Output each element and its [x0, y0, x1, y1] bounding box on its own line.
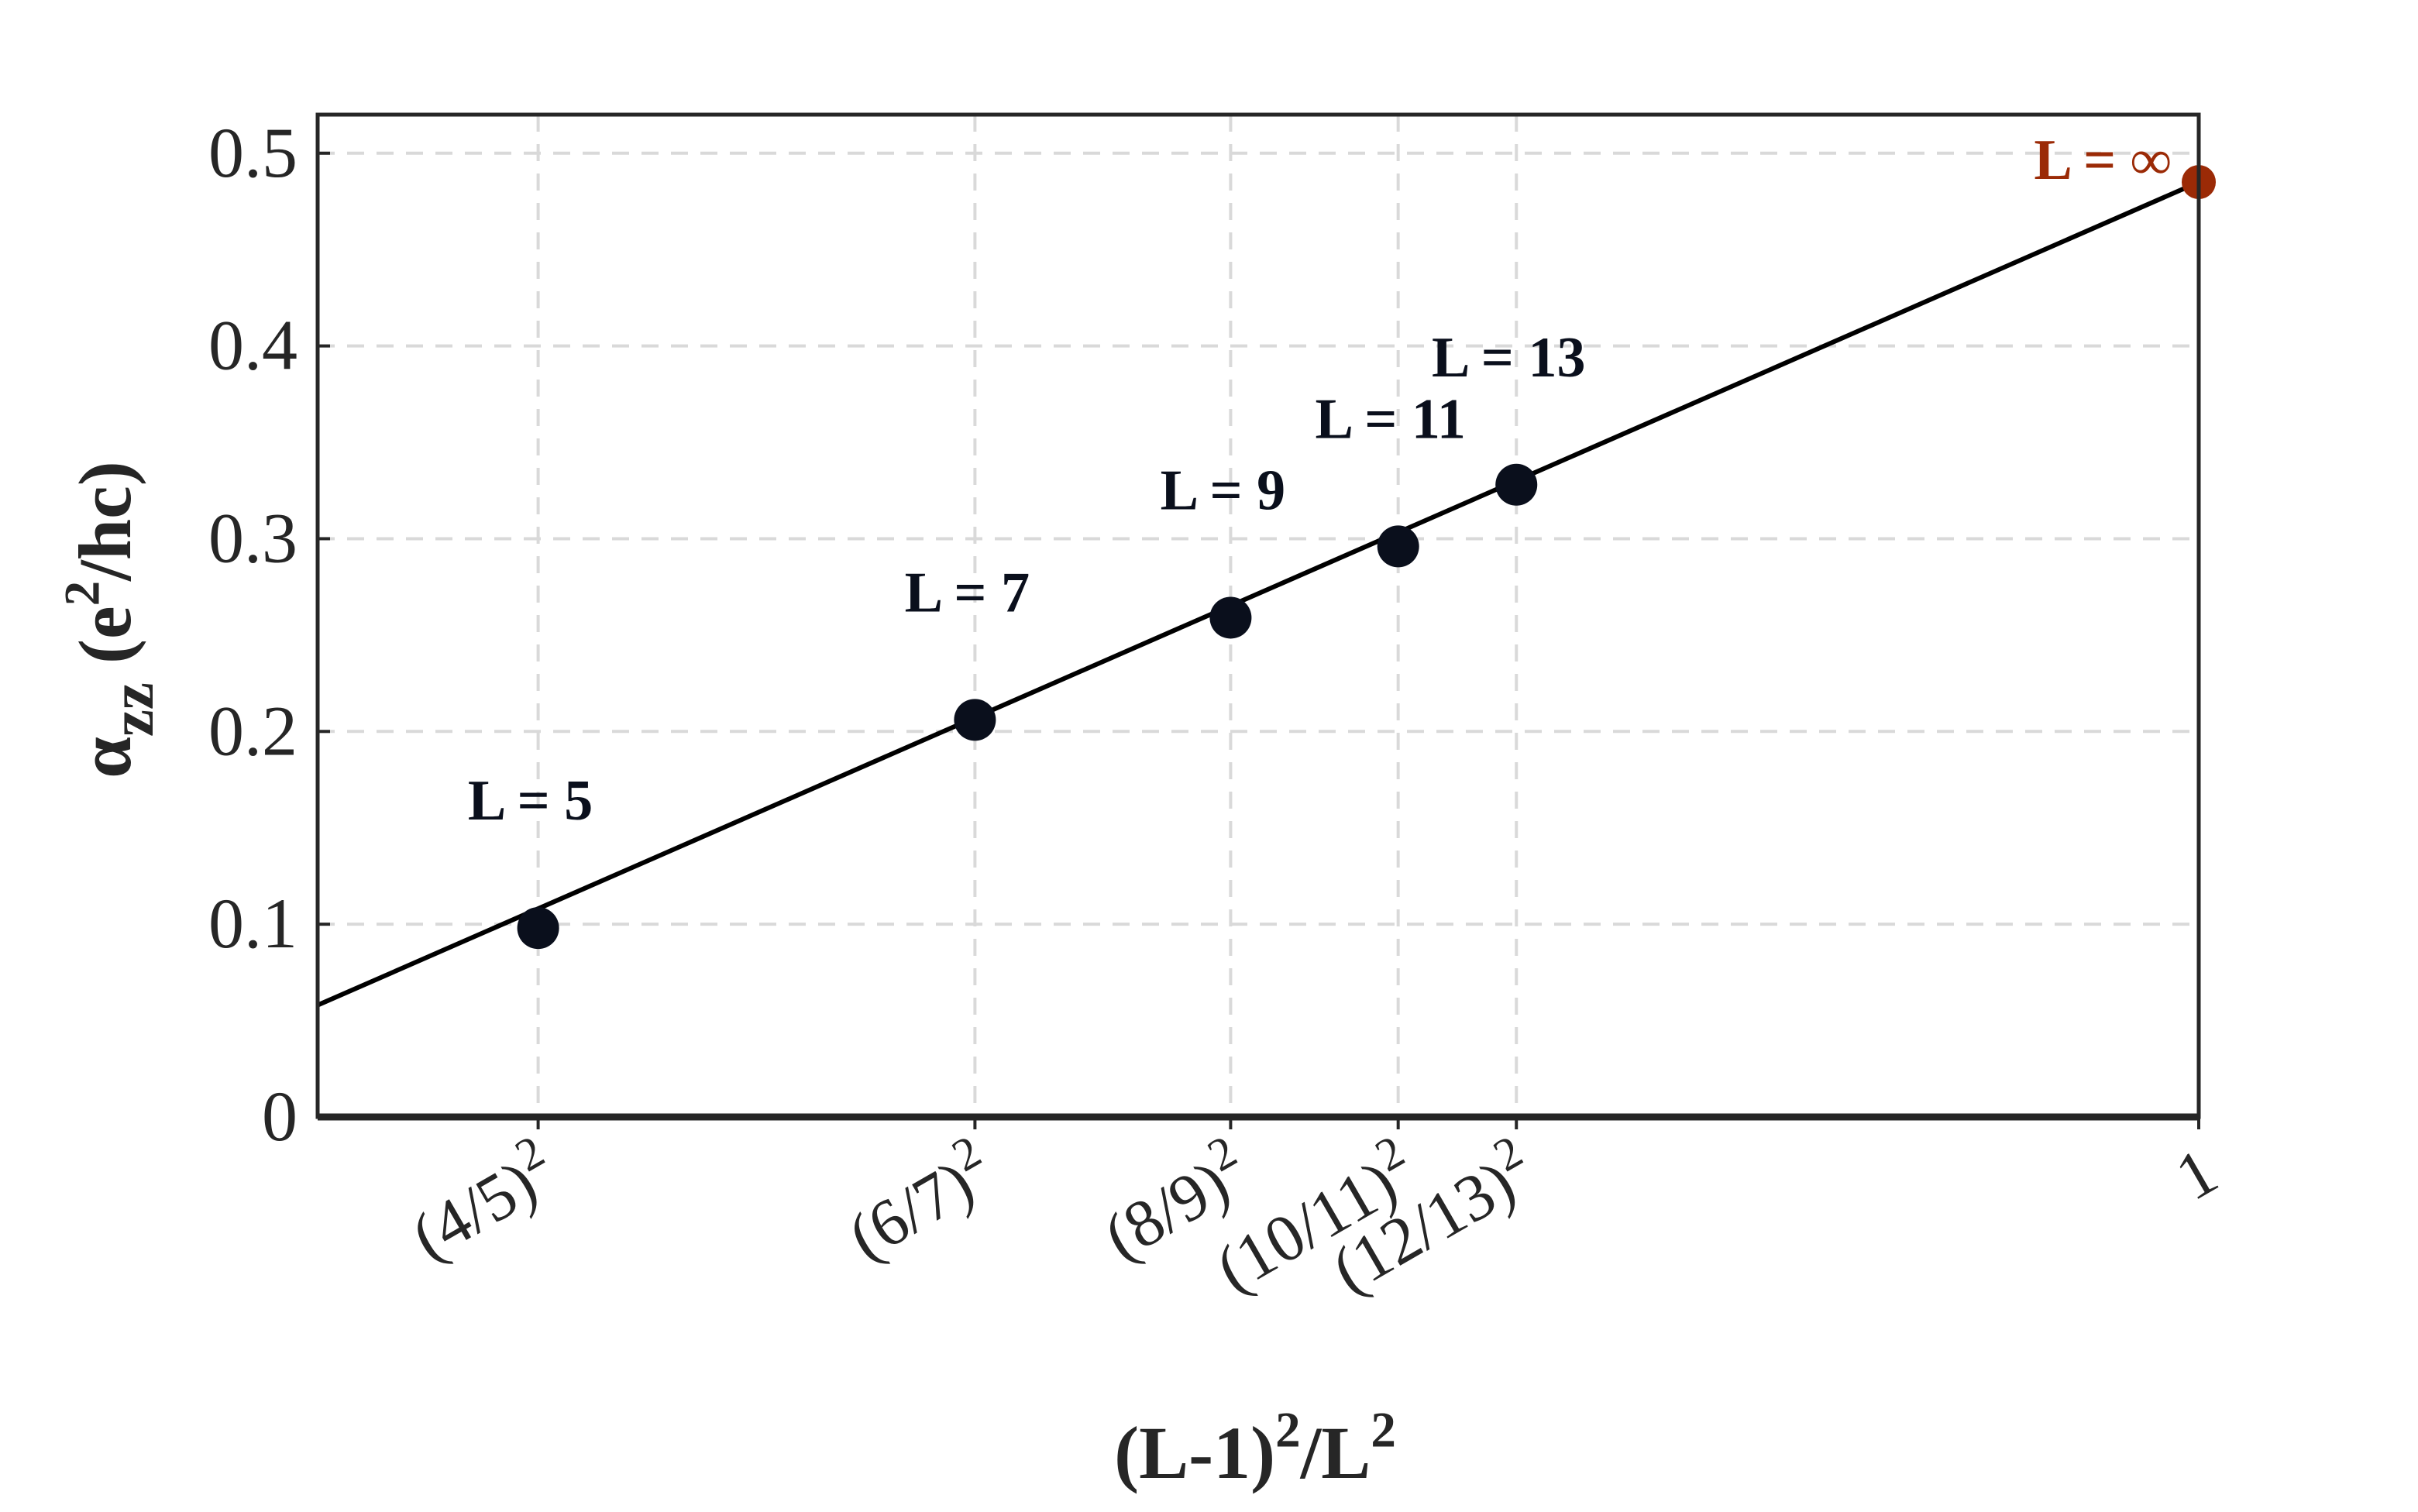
data-points: L = 5 L = 7 L = 9 L = 11L = 13 L = ∞ [468, 129, 2216, 950]
data-point [1377, 525, 1419, 568]
y-tick-label: 0 [262, 1077, 298, 1156]
x-axis-label-text: /L [1300, 1411, 1371, 1494]
data-point [954, 699, 996, 741]
y-axis-label-superscript: 2 [55, 581, 111, 607]
data-point [517, 907, 559, 950]
data-label: L = 5 [468, 769, 593, 833]
y-axis-label-text: /hc) [64, 461, 146, 582]
y-tick-label: 0.4 [208, 306, 298, 385]
x-tick-label: 1 [2163, 1133, 2229, 1215]
data-label: L = 9 [1161, 459, 1285, 522]
x-axis-label-superscript: 2 [1371, 1403, 1396, 1459]
y-tick-label: 0.3 [208, 498, 298, 577]
grid-lines [318, 115, 2199, 1117]
axis-ticks: 00.10.20.30.40.5(4/5)2 (6/7)2 (8/9)2(10/11… [208, 113, 2230, 1308]
data-point [1495, 463, 1538, 506]
x-tick-label: (4/5)2 [394, 1125, 569, 1274]
y-tick-label: 0.2 [208, 691, 298, 770]
y-axis-label: αzz (e2/hc) [55, 461, 167, 778]
y-tick-label: 0.1 [208, 884, 298, 963]
axes-frame [315, 112, 2201, 1119]
data-label: L = 11 [1315, 387, 1465, 451]
data-label: L = 7 [905, 561, 1030, 624]
fit-line [316, 180, 2200, 1008]
x-tick-label-base: 1 [2163, 1133, 2229, 1215]
y-axis-label-text: (e [64, 606, 146, 682]
y-axis-label-subscript: zz [99, 682, 167, 737]
y-tick-label: 0.5 [208, 113, 298, 192]
data-label: L = 13 [1432, 326, 1585, 390]
data-point [1209, 596, 1252, 639]
x-tick-label: (6/7)2 [831, 1125, 1006, 1274]
x-axis-label: (L-1)2/L2 [1114, 1403, 1396, 1494]
x-axis-label-superscript: 2 [1275, 1403, 1301, 1459]
y-axis-label-text: α [64, 737, 146, 778]
data-label: L = ∞ [2034, 129, 2171, 192]
x-axis-label-text: (L-1) [1114, 1411, 1275, 1494]
